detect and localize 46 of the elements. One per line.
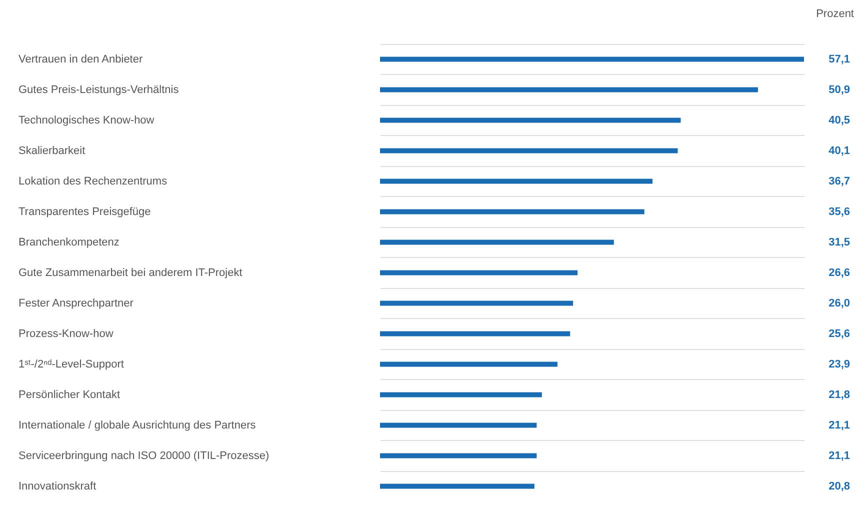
data-label: 25,6	[828, 328, 850, 340]
bar	[380, 392, 542, 398]
text: Prozent	[816, 8, 854, 20]
y-tick-label: Branchenkompetenz	[18, 236, 120, 248]
y-tick-label: Skalierbarkeit	[18, 144, 86, 157]
data-label: 23,9	[828, 358, 850, 370]
y-tick-label: Lokation des Rechenzentrums	[18, 175, 168, 188]
y-tick-label: Innovationskraft	[18, 480, 96, 492]
bar	[380, 87, 758, 92]
data-label: 26,6	[828, 266, 850, 279]
bar	[380, 270, 578, 276]
y-tick-label: Fester Ansprechpartner	[18, 297, 134, 310]
y-tick-label: Technologisches Know-how	[18, 114, 154, 126]
y-tick-label: 1ˢᵗ-/2ⁿᵈ-Level-Support	[18, 358, 124, 370]
bar	[380, 484, 534, 489]
data-label: 21,1	[828, 419, 850, 432]
bar	[380, 422, 537, 428]
y-tick-label: Prozess-Know-how	[18, 328, 114, 340]
bar	[380, 362, 558, 367]
y-tick-label: Gute Zusammenarbeit bei anderem IT-Projekt	[18, 266, 242, 279]
data-label: 21,8	[828, 388, 850, 401]
bar	[380, 300, 574, 306]
data-label: 40,1	[828, 144, 850, 157]
bar	[380, 56, 804, 62]
data-label: 36,7	[828, 175, 850, 188]
bar	[380, 331, 570, 336]
data-label: 40,5	[828, 114, 850, 126]
data-label: 20,8	[828, 480, 850, 492]
y-tick-label: Persönlicher Kontakt	[18, 388, 120, 401]
y-tick-label: Gutes Preis-Leistungs-Verhältnis	[18, 84, 180, 96]
y-tick-label: Internationale / globale Ausrichtung des Partners	[18, 419, 256, 432]
bar	[380, 209, 644, 214]
y-tick-label: Vertrauen in den Anbieter	[18, 53, 143, 66]
data-label: 50,9	[828, 84, 850, 96]
y-tick-label: Serviceerbringung nach ISO 20000 (ITIL-Prozesse)	[18, 450, 270, 462]
data-label: 21,1	[828, 450, 850, 462]
data-label: 31,5	[828, 236, 850, 248]
data-label: 26,0	[828, 297, 850, 310]
data-label: 57,1	[828, 53, 850, 66]
bar	[380, 148, 678, 154]
bar	[380, 118, 681, 123]
bar	[380, 240, 614, 245]
data-label: 35,6	[828, 206, 850, 218]
y-tick-label: Transparentes Preisgefüge	[18, 206, 151, 218]
bar	[380, 453, 537, 458]
bar	[380, 178, 653, 184]
